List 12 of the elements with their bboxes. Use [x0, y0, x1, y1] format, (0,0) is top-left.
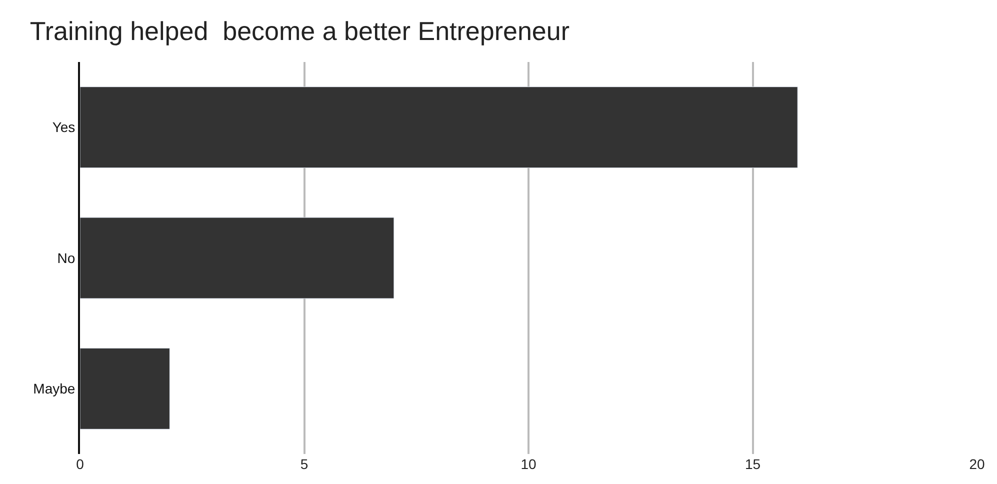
chart-title: Training helped become a better Entrepreneur	[30, 16, 570, 46]
bar	[80, 217, 394, 299]
y-tick-label: No	[57, 250, 76, 266]
x-tick-label: 0	[76, 456, 84, 472]
x-tick-label: 20	[969, 456, 985, 472]
bar	[80, 86, 798, 168]
x-tick-label: 15	[744, 456, 761, 472]
y-tick-label: Yes	[52, 119, 76, 136]
x-tick-label: 5	[300, 456, 308, 472]
y-tick-label: Maybe	[33, 380, 76, 397]
x-tick-label: 10	[520, 456, 536, 472]
bar	[80, 348, 170, 430]
